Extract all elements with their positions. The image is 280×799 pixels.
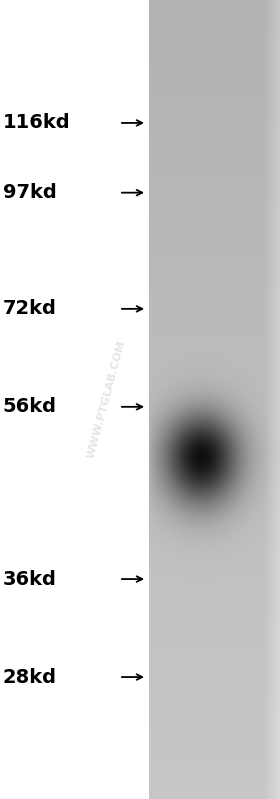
Text: 116kd: 116kd [3,113,71,133]
Text: 97kd: 97kd [3,183,57,202]
Text: 36kd: 36kd [3,570,57,589]
Text: 56kd: 56kd [3,397,57,416]
Text: 72kd: 72kd [3,300,57,318]
Text: 28kd: 28kd [3,667,57,686]
Text: WWW.PTGLAB.COM: WWW.PTGLAB.COM [86,340,127,459]
